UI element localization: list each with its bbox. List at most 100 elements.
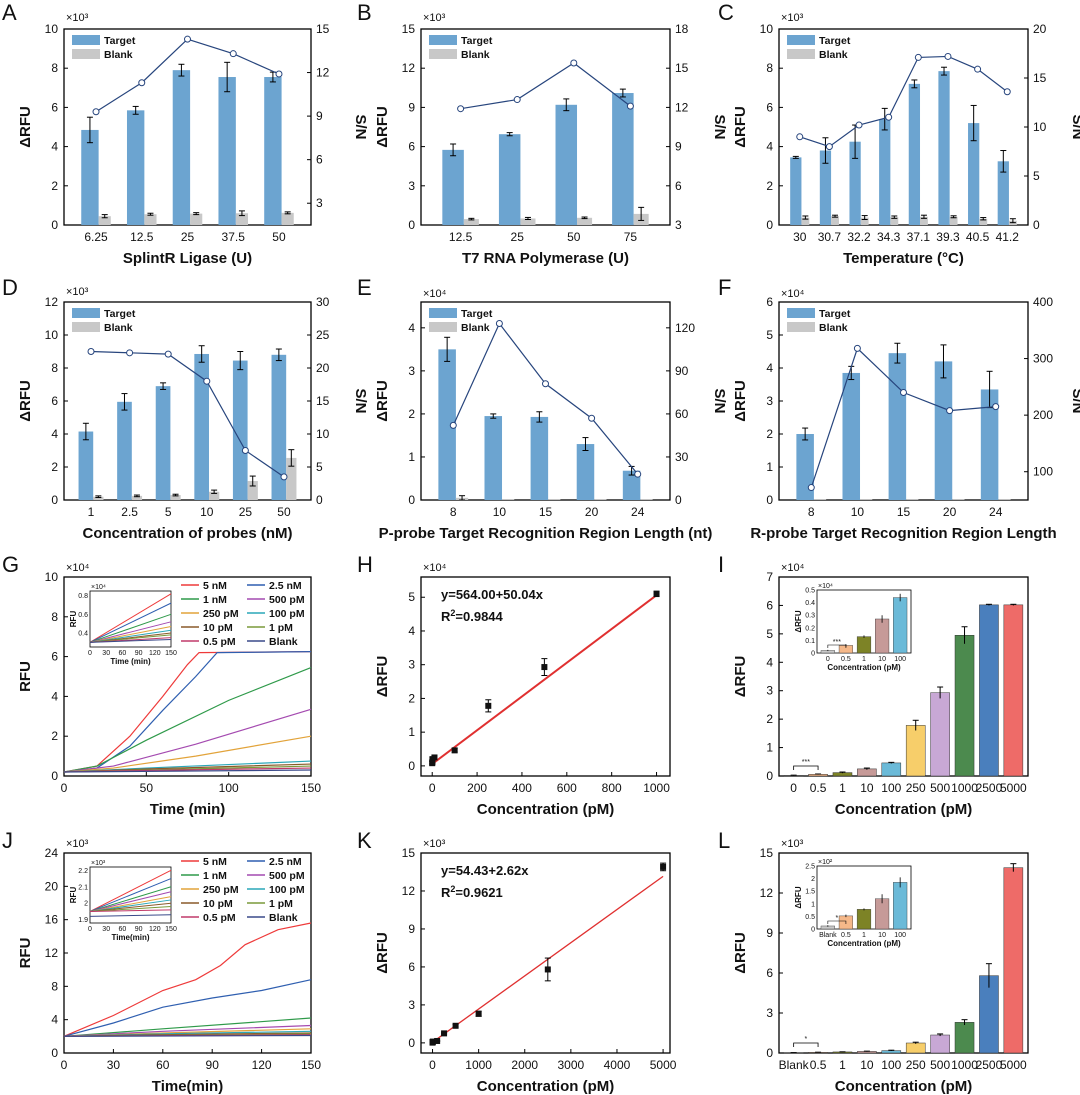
y-tick-label: 15	[402, 22, 416, 36]
x-tick-label: 24	[631, 505, 645, 519]
y-tick-label: 4	[51, 1013, 58, 1027]
fit-r2: R2=0.9621	[441, 884, 503, 900]
y-tick-label: 2	[766, 712, 773, 726]
y-axis-label: ΔRFU	[374, 106, 391, 148]
bar-target	[81, 129, 99, 225]
inset-x-tick-label: 60	[119, 926, 127, 933]
x-tick-label: 25	[239, 505, 253, 519]
y2-tick-label: 400	[1033, 295, 1053, 309]
bar	[954, 1022, 975, 1054]
y2-tick-label: 0	[316, 493, 323, 507]
legend-label: Target	[819, 308, 851, 320]
data-point	[475, 1010, 482, 1017]
legend-swatch	[429, 35, 457, 45]
legend-swatch	[429, 308, 457, 318]
inset-bar	[856, 909, 872, 930]
legend: Target Blank	[429, 35, 493, 61]
y-tick-label: 6	[51, 650, 58, 664]
inset-curve	[89, 886, 172, 912]
legend-label: Target	[819, 35, 851, 47]
panel-F: F ×10⁴ ΔRFU R-probe Target Recognition Regi…	[718, 275, 1080, 542]
y-tick-label: 10	[45, 328, 59, 342]
bar	[954, 635, 975, 777]
y2-tick-label: 20	[316, 361, 330, 375]
inset-y-tick-label: 1.5	[805, 889, 815, 896]
data-point	[434, 1037, 441, 1044]
data-point	[541, 664, 548, 671]
y-tick-label: 3	[408, 658, 415, 672]
bar-target	[438, 349, 456, 500]
y-axis-label: ΔRFU	[17, 380, 34, 422]
bar-blank	[144, 214, 157, 225]
legend-swatch	[787, 35, 815, 45]
y-tick-label: 12	[402, 61, 416, 75]
fit-r2-label: R	[441, 609, 451, 624]
y-tick-label: 0	[51, 493, 58, 507]
sn-point	[944, 52, 952, 60]
y-tick-label: 4	[408, 321, 415, 335]
y2-tick-label: 12	[316, 66, 330, 80]
x-tick-label: 800	[602, 781, 622, 795]
legend-label: Blank	[819, 49, 848, 61]
sn-point	[542, 380, 549, 388]
bar-blank	[890, 217, 899, 225]
fit-equation: y=54.43+2.62x	[441, 863, 529, 878]
inset-x-tick-label: 10	[878, 932, 886, 939]
inset-multiplier: ×10³	[91, 860, 106, 867]
y-tick-label: 10	[45, 22, 59, 36]
y-tick-label: 9	[408, 100, 415, 114]
x-tick-label: 1000	[951, 781, 978, 795]
x-tick-label: 1000	[951, 1058, 978, 1072]
legend-label: Blank	[104, 49, 133, 61]
data-point	[544, 966, 551, 973]
x-tick-label: 12.5	[130, 230, 154, 244]
y2-tick-label: 12	[675, 100, 689, 114]
sn-point	[203, 377, 211, 385]
x-tick-label: 10	[851, 505, 865, 519]
y-tick-label: 4	[408, 624, 415, 638]
inset-x-tick-label: 1	[862, 932, 866, 939]
y-tick-label: 24	[45, 846, 59, 860]
legend-label: 0.5 pM	[203, 636, 236, 648]
y-tick-label: 16	[45, 913, 59, 927]
panel-label: F	[718, 275, 731, 300]
x-tick-label: 2500	[976, 781, 1003, 795]
y2-tick-label: 5	[1033, 169, 1040, 183]
data-point	[429, 1038, 436, 1045]
y-axis-label: ΔRFU	[17, 106, 34, 148]
y2-tick-label: 9	[316, 109, 323, 123]
sn-point	[87, 348, 95, 355]
y-tick-label: 2	[766, 427, 773, 441]
panel-label: I	[718, 552, 724, 577]
y-tick-label: 10	[45, 570, 59, 584]
fit-r2-value: =0.9844	[455, 609, 503, 624]
y-tick-label: 1	[408, 450, 415, 464]
plot-frame	[778, 852, 1029, 1054]
axis-multiplier: ×10⁴	[66, 562, 90, 574]
bar-blank	[594, 499, 607, 500]
legend-label: Target	[461, 308, 493, 320]
x-tick-label: 100	[881, 781, 901, 795]
bar-blank	[640, 499, 653, 500]
bar-target	[555, 104, 578, 225]
y-tick-label: 20	[45, 879, 59, 893]
x-tick-label: 39.3	[936, 230, 960, 244]
y-tick-label: 6	[408, 140, 415, 154]
inset-curve	[89, 891, 172, 912]
y2-axis-label: S/N	[711, 388, 728, 413]
legend-label: Blank	[104, 322, 133, 334]
inset-curve	[89, 613, 172, 643]
legend-label: 5 nM	[203, 856, 227, 868]
sn-point	[974, 65, 982, 73]
bar-target	[612, 93, 634, 225]
y-axis-label: ΔRFU	[732, 656, 749, 698]
y-tick-label: 6	[766, 966, 773, 980]
bar-target	[849, 141, 861, 225]
x-tick-label: 20	[585, 505, 599, 519]
y-tick-label: 5	[766, 328, 773, 342]
x-tick-label: 8	[808, 505, 815, 519]
y-tick-label: 7	[766, 570, 773, 584]
plot-frame	[420, 852, 671, 1054]
bar-target	[796, 434, 814, 500]
sn-point	[449, 421, 457, 429]
